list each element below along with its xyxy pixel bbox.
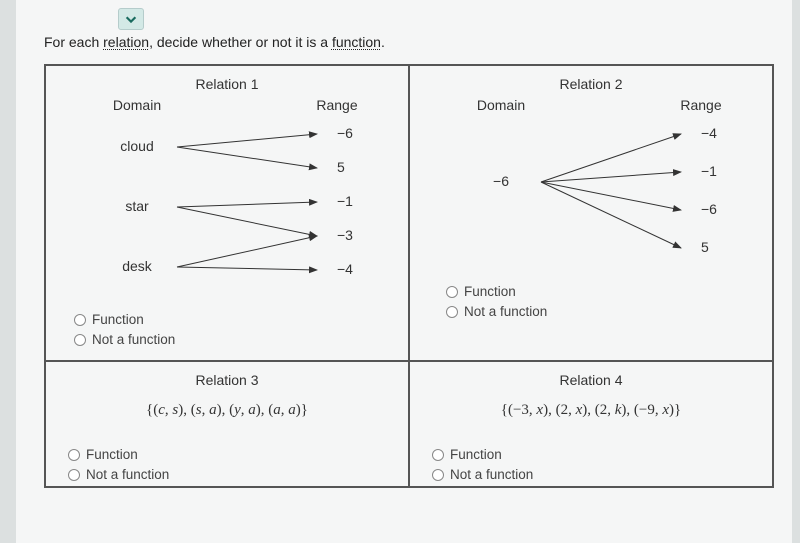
svg-text:−4: −4 bbox=[337, 261, 353, 277]
radio-icon bbox=[68, 469, 80, 481]
relation-1-diagram: Domain Range cloud star desk −6 5 −1 −3 −4 bbox=[77, 96, 377, 306]
relation-3-title: Relation 3 bbox=[64, 372, 390, 388]
svg-text:star: star bbox=[125, 198, 149, 214]
chevron-down-icon bbox=[124, 12, 138, 26]
relation-3-option-not-function[interactable]: Not a function bbox=[68, 465, 390, 485]
option-label: Function bbox=[92, 310, 144, 330]
svg-text:−3: −3 bbox=[337, 227, 353, 243]
radio-icon bbox=[446, 286, 458, 298]
svg-text:Domain: Domain bbox=[477, 97, 525, 113]
option-label: Function bbox=[450, 445, 502, 465]
relation-3-set: {(c, s), (s, a), (y, a), (a, a)} bbox=[64, 402, 390, 419]
relation-3-option-function[interactable]: Function bbox=[68, 445, 390, 465]
relation-1-title: Relation 1 bbox=[64, 76, 390, 92]
relation-4-cell: Relation 4 {(−3, x), (2, x), (2, k), (−9… bbox=[409, 361, 773, 487]
svg-text:−1: −1 bbox=[337, 193, 353, 209]
radio-icon bbox=[432, 449, 444, 461]
prompt-middle: , decide whether or not it is a bbox=[149, 34, 332, 50]
option-label: Not a function bbox=[86, 465, 169, 485]
svg-text:5: 5 bbox=[337, 159, 345, 175]
relation-3-options: Function Not a function bbox=[68, 445, 390, 486]
relation-2-option-not-function[interactable]: Not a function bbox=[446, 302, 754, 322]
prompt-prefix: For each bbox=[44, 34, 103, 50]
radio-icon bbox=[74, 334, 86, 346]
relation-4-option-not-function[interactable]: Not a function bbox=[432, 465, 754, 485]
relation-2-options: Function Not a function bbox=[446, 282, 754, 323]
option-label: Function bbox=[86, 445, 138, 465]
relation-2-title: Relation 2 bbox=[428, 76, 754, 92]
question-prompt: For each relation, decide whether or not… bbox=[44, 34, 792, 50]
relation-4-option-function[interactable]: Function bbox=[432, 445, 754, 465]
radio-icon bbox=[432, 469, 444, 481]
radio-icon bbox=[446, 306, 458, 318]
option-label: Not a function bbox=[450, 465, 533, 485]
relation-4-options: Function Not a function bbox=[432, 445, 754, 486]
relation-1-cell: Relation 1 Domain Range cloud star desk −6 5 −1… bbox=[45, 65, 409, 361]
relations-grid: Relation 1 Domain Range cloud star desk −6 5 −1… bbox=[44, 64, 774, 488]
relation-4-title: Relation 4 bbox=[428, 372, 754, 388]
svg-text:Domain: Domain bbox=[113, 97, 161, 113]
svg-text:−6: −6 bbox=[701, 201, 717, 217]
svg-text:−6: −6 bbox=[493, 173, 509, 189]
svg-text:−6: −6 bbox=[337, 125, 353, 141]
relation-1-options: Function Not a function bbox=[74, 310, 175, 351]
relation-2-option-function[interactable]: Function bbox=[446, 282, 754, 302]
option-label: Function bbox=[464, 282, 516, 302]
radio-icon bbox=[74, 314, 86, 326]
relation-1-option-not-function[interactable]: Not a function bbox=[74, 330, 175, 350]
prompt-relation-word: relation bbox=[103, 34, 149, 50]
relation-2-diagram: Domain Range −6 −4 −1 −6 5 bbox=[441, 96, 741, 276]
svg-text:desk: desk bbox=[122, 258, 153, 274]
relation-2-cell: Relation 2 Domain Range −6 −4 −1 −6 5 Function… bbox=[409, 65, 773, 361]
svg-text:Range: Range bbox=[316, 97, 357, 113]
svg-text:cloud: cloud bbox=[120, 138, 153, 154]
option-label: Not a function bbox=[92, 330, 175, 350]
svg-text:−1: −1 bbox=[701, 163, 717, 179]
radio-icon bbox=[68, 449, 80, 461]
svg-text:5: 5 bbox=[701, 239, 709, 255]
prompt-suffix: . bbox=[381, 34, 385, 50]
prompt-function-word: function bbox=[332, 34, 381, 50]
svg-text:−4: −4 bbox=[701, 125, 717, 141]
relation-3-cell: Relation 3 {(c, s), (s, a), (y, a), (a, … bbox=[45, 361, 409, 487]
relation-4-set: {(−3, x), (2, x), (2, k), (−9, x)} bbox=[428, 402, 754, 419]
svg-text:Range: Range bbox=[680, 97, 721, 113]
relation-1-option-function[interactable]: Function bbox=[74, 310, 175, 330]
expand-down-button[interactable] bbox=[118, 8, 144, 30]
option-label: Not a function bbox=[464, 302, 547, 322]
